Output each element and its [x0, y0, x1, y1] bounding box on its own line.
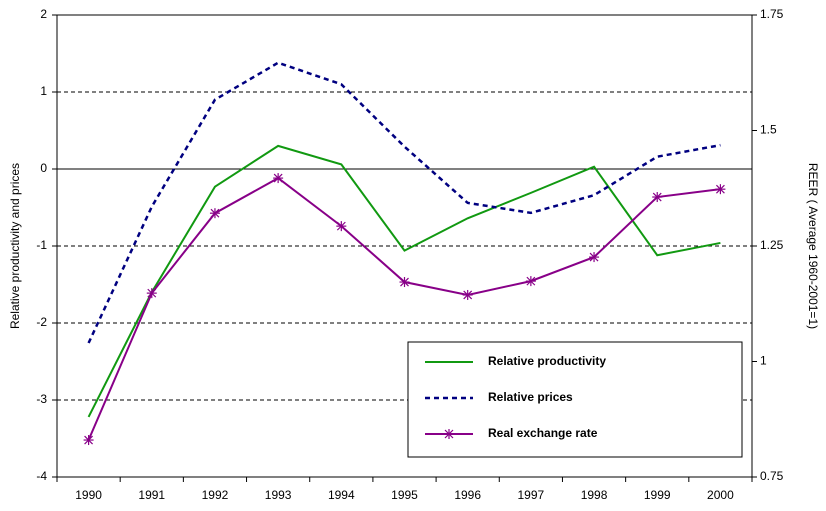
x-tick-label: 1999	[644, 488, 671, 502]
x-tick-label: 1997	[518, 488, 545, 502]
x-tick-label: 1991	[138, 488, 165, 502]
y-tick-label: 1	[40, 84, 47, 98]
y2-tick-label: 1	[760, 354, 767, 368]
y-tick-label: 2	[40, 7, 47, 21]
x-tick-label: 1996	[454, 488, 481, 502]
legend-marker	[444, 429, 454, 439]
y2-tick-label: 0.75	[760, 469, 784, 483]
plot-frame	[56, 14, 753, 478]
y2-tick-label: 1.25	[760, 238, 784, 252]
marker-stroke	[400, 277, 409, 287]
y-tick-label: -4	[36, 469, 47, 483]
series-line	[87, 61, 721, 344]
marker-stroke	[147, 288, 157, 298]
x-tick-label: 1994	[328, 488, 355, 502]
y-tick-label: -3	[36, 392, 47, 406]
data-point	[83, 435, 94, 446]
data-point	[525, 276, 536, 287]
legend-label: Relative prices	[488, 390, 573, 404]
marker-stroke	[210, 208, 220, 218]
y2-axis-label: REER ( Average 1960-2001=1)	[806, 163, 820, 329]
series-line	[87, 144, 721, 418]
marker-stroke	[463, 290, 473, 300]
marker-stroke	[715, 184, 725, 194]
data-point	[462, 289, 473, 300]
data-point	[652, 192, 663, 203]
marker-stroke	[526, 276, 536, 286]
marker-stroke	[652, 192, 662, 202]
y-tick-label: 0	[40, 161, 47, 175]
legend-label: Real exchange rate	[488, 426, 598, 440]
marker-stroke	[273, 173, 283, 183]
y-axis-label: Relative productivity and prices	[8, 163, 22, 329]
x-tick-label: 2000	[707, 488, 734, 502]
y-tick-label: -2	[36, 315, 47, 329]
y2-tick-label: 1.5	[760, 123, 777, 137]
marker-stroke	[84, 435, 94, 445]
data-point	[146, 288, 157, 299]
x-tick-label: 1993	[265, 488, 292, 502]
x-tick-label: 1995	[391, 488, 418, 502]
marker-stroke	[444, 429, 454, 439]
x-tick-label: 1992	[202, 488, 229, 502]
marker-stroke	[589, 252, 599, 262]
data-point	[209, 208, 220, 219]
y-tick-label: -1	[36, 238, 47, 252]
data-point	[589, 252, 600, 263]
y2-tick-label: 1.75	[760, 7, 784, 21]
legend: Relative productivity Relative prices Real…	[407, 341, 743, 458]
data-point	[273, 173, 284, 184]
data-point	[399, 277, 410, 288]
x-tick-label: 1990	[75, 488, 102, 502]
marker-stroke	[336, 221, 346, 231]
legend-label: Relative productivity	[488, 354, 606, 368]
data-point	[336, 221, 347, 232]
data-point	[715, 184, 726, 195]
x-tick-label: 1998	[581, 488, 608, 502]
